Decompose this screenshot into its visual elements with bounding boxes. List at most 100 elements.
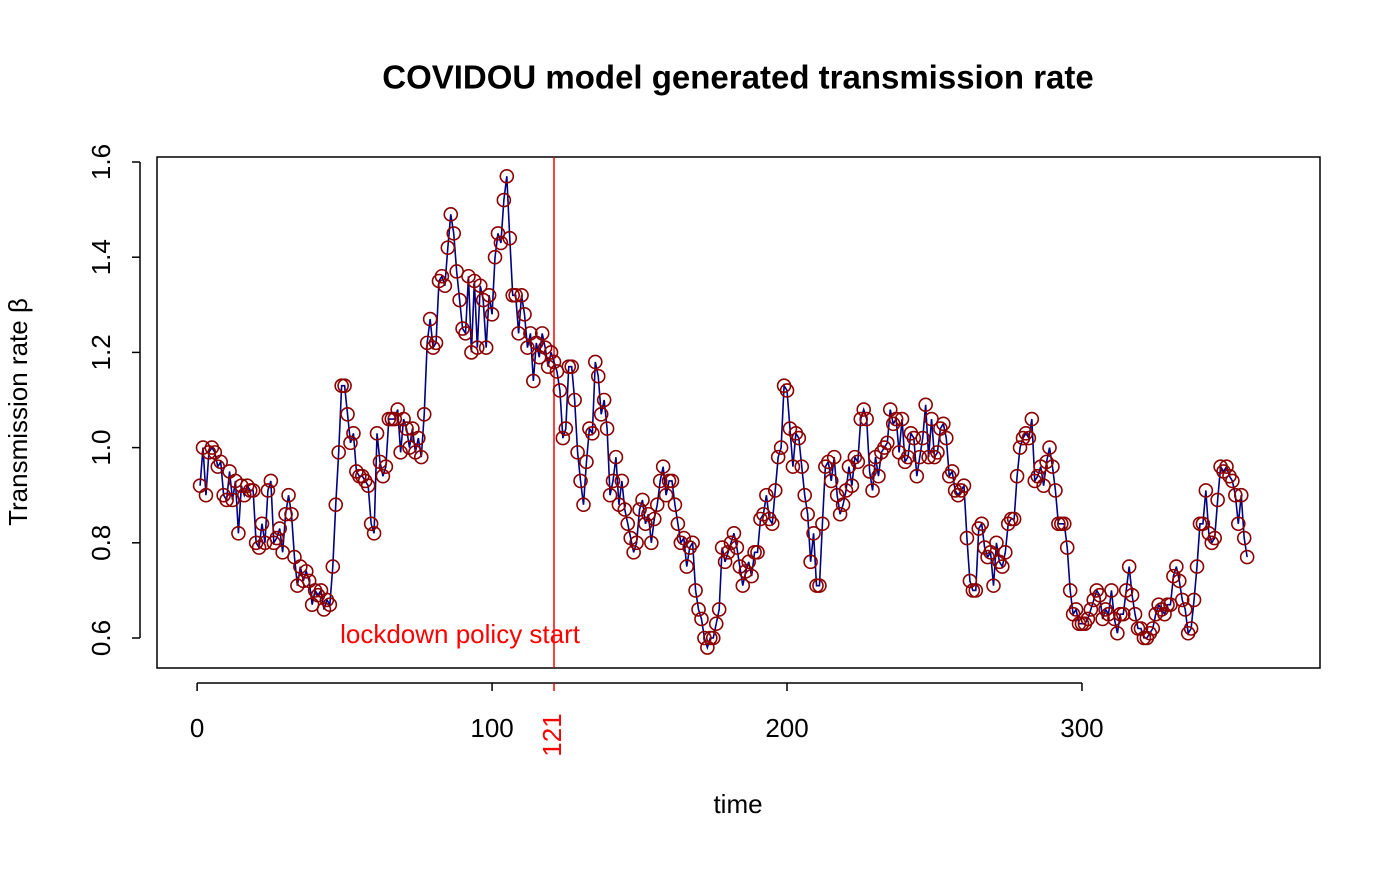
data-point xyxy=(322,597,338,612)
data-point xyxy=(844,478,860,493)
x-tick-label: 100 xyxy=(470,713,513,743)
data-point xyxy=(484,307,500,322)
data-point xyxy=(555,430,571,446)
data-point xyxy=(632,502,647,517)
data-point xyxy=(245,483,261,498)
data-point xyxy=(691,602,706,617)
data-point xyxy=(470,340,485,355)
data-point xyxy=(452,292,467,308)
data-point xyxy=(720,545,736,560)
data-point xyxy=(688,583,703,598)
data-point xyxy=(806,525,821,541)
data-point xyxy=(1172,573,1187,589)
data-point xyxy=(679,559,695,574)
data-point xyxy=(649,497,665,513)
data-point xyxy=(995,559,1010,574)
data-point xyxy=(481,287,497,303)
data-point xyxy=(1183,621,1199,636)
data-point xyxy=(888,411,904,427)
data-point xyxy=(1059,540,1075,555)
data-point xyxy=(759,487,774,503)
data-point xyxy=(281,487,296,503)
data-point xyxy=(437,278,453,294)
data-point xyxy=(652,473,668,489)
data-point xyxy=(596,392,612,408)
data-point xyxy=(602,487,618,503)
data-point xyxy=(826,449,842,465)
data-point xyxy=(198,487,214,503)
data-point xyxy=(369,426,385,441)
data-point xyxy=(422,311,438,327)
data-point xyxy=(1210,492,1225,508)
y-tick-label: 1.6 xyxy=(86,144,116,180)
data-point xyxy=(585,426,600,441)
data-point xyxy=(906,430,922,446)
data-point xyxy=(918,397,933,413)
data-point xyxy=(1012,440,1028,455)
x-tick-label: 300 xyxy=(1060,713,1103,743)
data-point xyxy=(909,468,925,484)
data-point xyxy=(974,516,989,532)
x-tick-label: 0 xyxy=(190,713,204,743)
data-point xyxy=(930,445,945,460)
data-point xyxy=(853,411,869,427)
policy-tick-label: 121 xyxy=(537,713,567,756)
data-point xyxy=(360,478,376,493)
data-point xyxy=(986,578,1001,593)
data-point xyxy=(1228,487,1243,503)
data-point xyxy=(865,483,880,498)
data-point xyxy=(705,630,721,646)
data-point xyxy=(832,506,848,522)
data-point xyxy=(278,506,293,522)
data-point xyxy=(794,459,810,474)
data-point xyxy=(590,368,606,384)
data-point xyxy=(526,373,541,389)
data-point xyxy=(629,535,644,551)
data-point xyxy=(567,392,582,408)
data-point xyxy=(1225,473,1240,489)
data-point xyxy=(534,326,550,341)
data-point xyxy=(552,383,568,398)
data-point xyxy=(667,497,683,513)
y-tick-label: 0.6 xyxy=(86,620,116,656)
data-point xyxy=(375,468,391,484)
data-point xyxy=(815,516,830,532)
data-point xyxy=(767,483,783,498)
data-point xyxy=(1233,487,1249,503)
data-point xyxy=(517,307,532,322)
data-point xyxy=(295,573,311,589)
series-line xyxy=(199,176,1248,651)
data-point xyxy=(496,192,512,208)
data-point xyxy=(343,435,358,451)
data-point xyxy=(1045,459,1060,474)
data-point xyxy=(514,287,529,303)
data-point xyxy=(331,445,346,460)
data-point xyxy=(502,230,518,246)
data-point xyxy=(231,525,246,541)
data-point xyxy=(325,559,341,574)
data-point xyxy=(729,540,745,555)
data-point xyxy=(936,416,951,432)
data-point xyxy=(396,411,411,427)
data-point xyxy=(546,354,562,370)
data-point xyxy=(1127,606,1143,622)
data-point xyxy=(862,464,877,479)
x-tick-label: 200 xyxy=(765,713,808,743)
data-point xyxy=(1110,625,1125,641)
data-point xyxy=(812,578,827,593)
data-point xyxy=(1169,559,1184,574)
data-point xyxy=(1080,611,1096,627)
y-tick-label: 0.8 xyxy=(86,525,116,561)
data-point xyxy=(773,440,789,455)
data-point xyxy=(446,226,462,241)
data-point xyxy=(219,492,234,508)
data-point xyxy=(694,611,709,627)
data-point xyxy=(655,459,671,474)
data-point xyxy=(511,326,526,341)
data-point xyxy=(499,168,515,184)
y-tick-label: 1.0 xyxy=(86,430,116,466)
data-point xyxy=(744,568,759,584)
data-point xyxy=(708,616,724,632)
